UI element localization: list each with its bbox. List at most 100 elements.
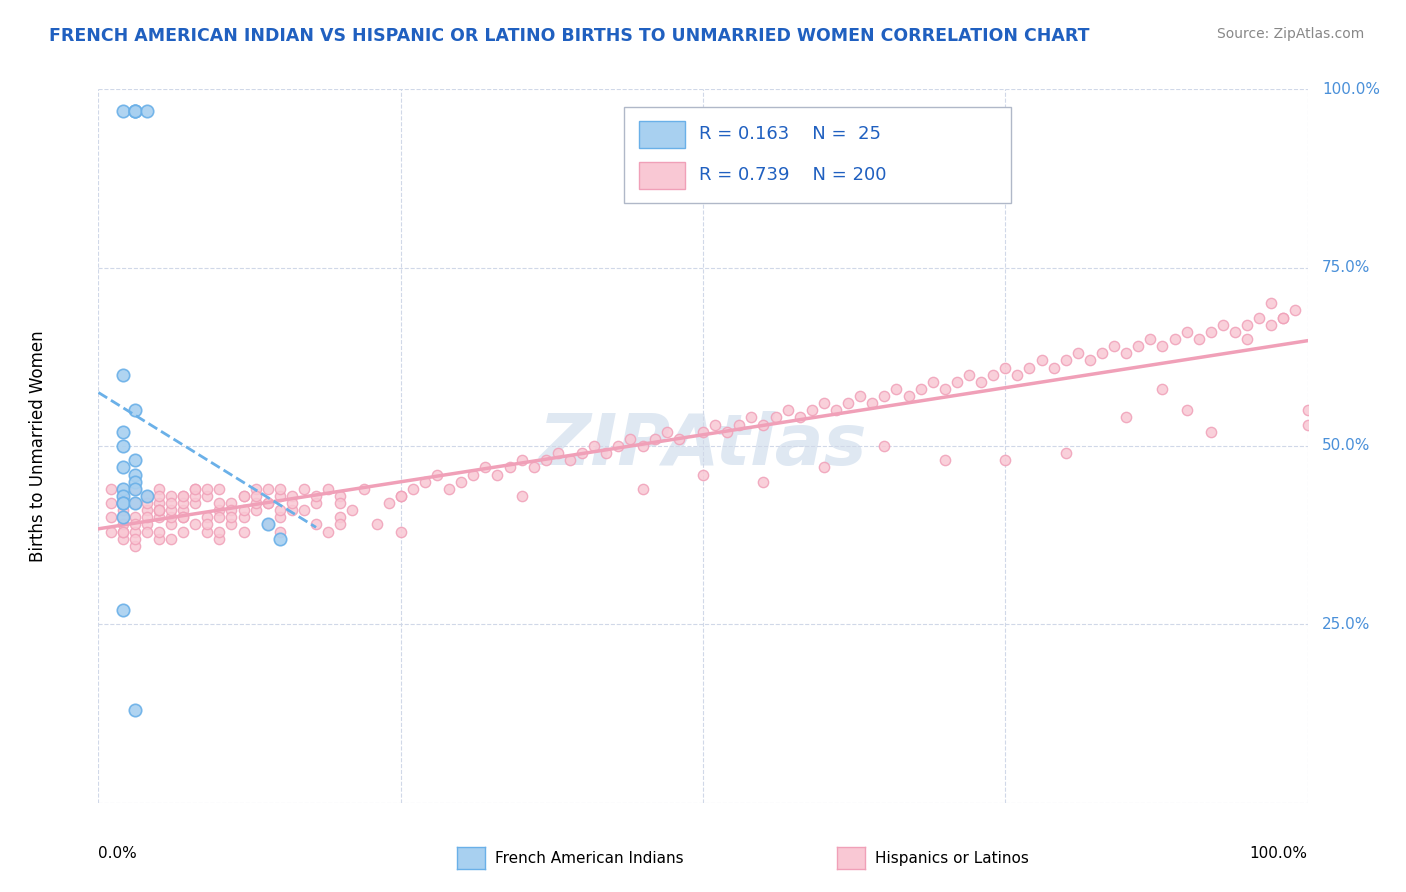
Point [135, 503, 157, 517]
Point [135, 489, 157, 503]
Point [486, 467, 509, 482]
Point [595, 446, 617, 460]
Point [281, 503, 304, 517]
Point [184, 496, 207, 510]
Point [607, 439, 630, 453]
Point [765, 410, 787, 425]
Point [523, 460, 546, 475]
Point [221, 503, 243, 517]
FancyBboxPatch shape [624, 107, 1011, 203]
Point [1163, 332, 1185, 346]
Point [245, 482, 267, 496]
Point [644, 432, 666, 446]
Point [135, 496, 157, 510]
Point [281, 489, 304, 503]
Point [800, 403, 823, 417]
Point [100, 524, 122, 539]
Point [1115, 410, 1137, 425]
Point [111, 510, 134, 524]
Point [305, 517, 328, 532]
Text: 25.0%: 25.0% [1322, 617, 1371, 632]
Point [1272, 310, 1295, 325]
Text: French American Indians: French American Indians [495, 851, 683, 865]
Point [728, 417, 751, 432]
FancyBboxPatch shape [638, 162, 685, 189]
Point [752, 475, 775, 489]
Point [353, 482, 375, 496]
Point [1054, 353, 1077, 368]
Point [111, 496, 134, 510]
Point [184, 517, 207, 532]
Point [148, 496, 170, 510]
Point [366, 517, 388, 532]
Point [111, 489, 134, 503]
Point [135, 517, 157, 532]
Point [245, 489, 267, 503]
Point [111, 496, 134, 510]
Point [124, 496, 146, 510]
Point [172, 510, 194, 524]
Point [111, 425, 134, 439]
Point [402, 482, 425, 496]
Point [329, 510, 352, 524]
Point [1236, 318, 1258, 332]
Point [558, 453, 581, 467]
Point [1223, 325, 1246, 339]
Point [172, 503, 194, 517]
Point [994, 453, 1017, 467]
Point [148, 489, 170, 503]
Point [1175, 403, 1198, 417]
Point [269, 524, 291, 539]
Point [232, 510, 254, 524]
Point [305, 489, 328, 503]
Point [873, 389, 896, 403]
Point [534, 453, 557, 467]
Point [510, 489, 533, 503]
Point [1152, 382, 1174, 396]
Point [232, 489, 254, 503]
Point [886, 382, 908, 396]
Point [1249, 310, 1271, 325]
Point [172, 510, 194, 524]
Point [342, 503, 364, 517]
Point [692, 467, 714, 482]
Point [655, 425, 678, 439]
Point [111, 482, 134, 496]
Point [135, 103, 157, 118]
Point [1199, 425, 1222, 439]
Point [389, 489, 412, 503]
Point [921, 375, 943, 389]
Point [111, 603, 134, 617]
Text: 100.0%: 100.0% [1250, 846, 1308, 861]
Point [860, 396, 883, 410]
Point [292, 503, 315, 517]
Point [256, 517, 278, 532]
Text: 0.0%: 0.0% [98, 846, 138, 861]
Point [135, 510, 157, 524]
Point [160, 532, 183, 546]
Text: R = 0.163    N =  25: R = 0.163 N = 25 [699, 125, 882, 143]
Point [789, 410, 811, 425]
Point [111, 524, 134, 539]
Point [329, 489, 352, 503]
Point [1152, 339, 1174, 353]
Point [329, 496, 352, 510]
Point [849, 389, 872, 403]
Point [1212, 318, 1234, 332]
Point [148, 503, 170, 517]
Point [195, 524, 218, 539]
Point [160, 503, 183, 517]
Point [160, 517, 183, 532]
Point [111, 510, 134, 524]
Point [825, 403, 848, 417]
Point [124, 496, 146, 510]
Point [208, 532, 231, 546]
Point [160, 496, 183, 510]
Point [148, 524, 170, 539]
Point [232, 489, 254, 503]
Point [195, 482, 218, 496]
Point [256, 496, 278, 510]
Point [208, 510, 231, 524]
Point [281, 496, 304, 510]
Point [437, 482, 460, 496]
